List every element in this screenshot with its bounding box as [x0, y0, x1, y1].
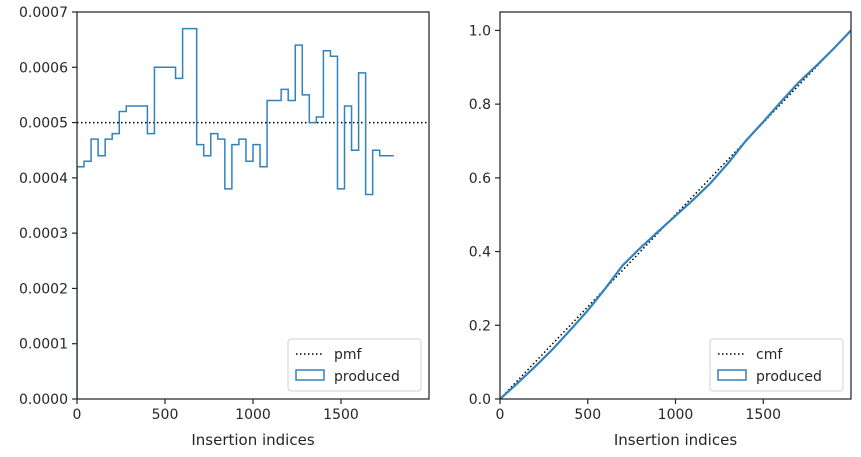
produced-cumulative-line [500, 29, 851, 399]
cmf-y-ticks: 0.0 0.2 0.4 0.6 0.8 1.0 [469, 23, 500, 408]
x-tick-label: 1500 [323, 407, 359, 423]
cmf-x-axis-label: Insertion indices [614, 431, 737, 449]
legend-label: produced [756, 369, 822, 385]
y-tick-label: 0.0004 [19, 171, 68, 187]
cmf-series-layer [500, 29, 851, 399]
x-tick-label: 1000 [235, 407, 271, 423]
y-tick-label: 0.0 [469, 392, 491, 408]
x-tick-label: 500 [574, 407, 601, 423]
y-tick-label: 0.0000 [19, 392, 68, 408]
y-tick-label: 0.6 [469, 171, 491, 187]
legend-label: produced [334, 369, 400, 385]
y-tick-label: 0.8 [469, 97, 491, 113]
pmf-y-ticks: 0.0000 0.0001 0.0002 0.0003 0.0004 0.0005 0.00… [19, 5, 77, 408]
x-tick-label: 500 [152, 407, 179, 423]
produced-step-histogram [77, 27, 394, 399]
x-tick-label: 1500 [745, 407, 781, 423]
legend-label: cmf [756, 347, 783, 363]
pmf-x-axis-label: Insertion indices [191, 431, 314, 449]
x-tick-label: 1000 [658, 407, 694, 423]
y-tick-label: 0.0007 [19, 5, 68, 21]
pmf-legend: pmf produced [287, 338, 422, 392]
legend-box-swatch [295, 369, 325, 381]
y-tick-label: 0.0006 [19, 60, 68, 76]
legend-box [287, 338, 422, 392]
cmf-legend: cmf produced [709, 338, 844, 392]
cmf-line [500, 29, 851, 399]
y-tick-label: 0.0001 [19, 337, 68, 353]
y-tick-label: 0.0002 [19, 281, 68, 297]
clipped-series [500, 29, 851, 399]
cmf-x-ticks: 0 500 1000 1500 [496, 399, 781, 423]
x-tick-label: 0 [73, 407, 82, 423]
cmf-chart: 0 500 1000 1500 0.0 0.2 0.4 0.6 0.8 1.0 Insertio… [469, 11, 852, 449]
y-tick-label: 0.2 [469, 318, 491, 334]
legend-box [709, 338, 844, 392]
y-tick-label: 0.0005 [19, 116, 68, 132]
pmf-chart: 0 500 1000 1500 0.00000.00010.00020.00030.0… [19, 5, 430, 449]
y-tick-label: 0.4 [469, 245, 491, 261]
y-tick-label: 1.0 [469, 23, 491, 39]
clipped-series [77, 27, 429, 399]
legend-label: pmf [334, 347, 363, 363]
x-tick-label: 0 [496, 407, 505, 423]
pmf-x-ticks: 0 500 1000 1500 [73, 399, 359, 423]
legend-box-swatch [717, 369, 747, 381]
pmf-series-layer [77, 27, 429, 399]
y-tick-label: 0.0003 [19, 226, 68, 242]
